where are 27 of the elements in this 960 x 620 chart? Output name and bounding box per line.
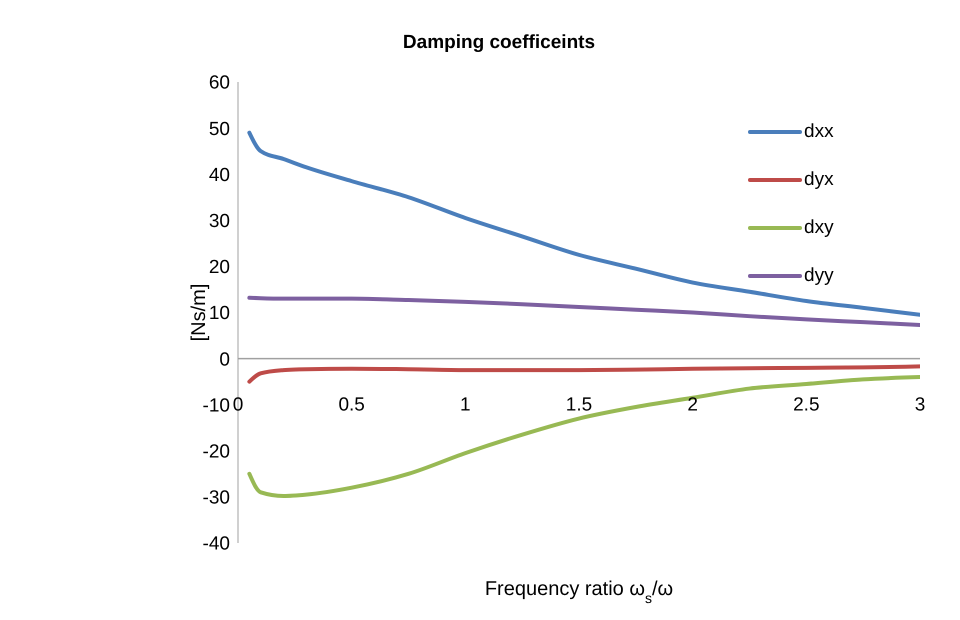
y-tick-label: 30 bbox=[208, 211, 230, 232]
legend-label: dyx bbox=[804, 169, 834, 191]
y-tick-label: 0 bbox=[219, 349, 230, 370]
x-axis-title: Frequency ratio ω$_{s}$/ω bbox=[484, 578, 674, 606]
line-series bbox=[247, 296, 920, 327]
x-tick-label: 1.5 bbox=[566, 394, 592, 416]
y-tick-label: 60 bbox=[208, 72, 230, 94]
legend-label: dyy bbox=[804, 265, 834, 287]
x-tick-label: 0.5 bbox=[338, 394, 365, 416]
y-tick-label: -20 bbox=[202, 442, 230, 463]
chart-title: Damping coefficeints bbox=[402, 32, 596, 54]
y-tick-label: -30 bbox=[202, 488, 230, 509]
x-tick-label: 2.5 bbox=[793, 394, 820, 416]
y-tick-label: -10 bbox=[202, 395, 230, 416]
y-tick-label: 40 bbox=[208, 164, 230, 186]
y-tick-label: 20 bbox=[208, 257, 230, 278]
line-series bbox=[247, 364, 920, 384]
y-axis-title: [Ns/m] bbox=[188, 284, 210, 342]
x-tick-label: 1 bbox=[460, 394, 471, 416]
legend-label: dxy bbox=[804, 217, 834, 239]
y-tick-label: -40 bbox=[202, 534, 230, 555]
legend-label: dxx bbox=[804, 121, 834, 143]
x-tick-label: 3 bbox=[914, 394, 926, 416]
y-tick-label: 50 bbox=[208, 118, 230, 140]
y-tick-label: 10 bbox=[208, 303, 230, 324]
x-tick-label: 0 bbox=[232, 394, 244, 416]
x-tick-label: 2 bbox=[687, 394, 698, 416]
